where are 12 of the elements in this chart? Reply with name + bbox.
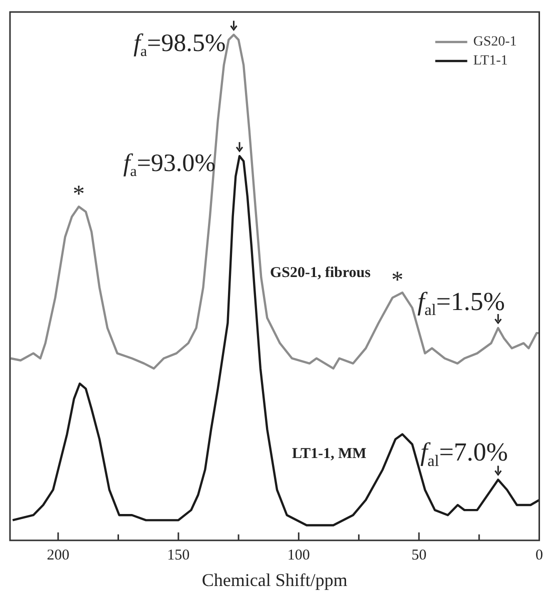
x-tick-label: 50 — [411, 547, 426, 564]
x-axis-title: Chemical Shift/ppm — [202, 570, 348, 590]
x-tick-label: 200 — [46, 547, 70, 564]
annotation: LT1-1, MM — [292, 446, 366, 462]
annotation: * — [72, 182, 85, 208]
x-tick-label: 0 — [536, 547, 543, 564]
annotation: GS20-1, fibrous — [270, 265, 371, 281]
x-tick-label: 150 — [167, 547, 190, 564]
legend-label: LT1-1 — [473, 54, 508, 69]
legend-label: GS20-1 — [473, 34, 517, 50]
x-tick-label: 100 — [287, 547, 310, 564]
annotation: * — [391, 268, 404, 294]
